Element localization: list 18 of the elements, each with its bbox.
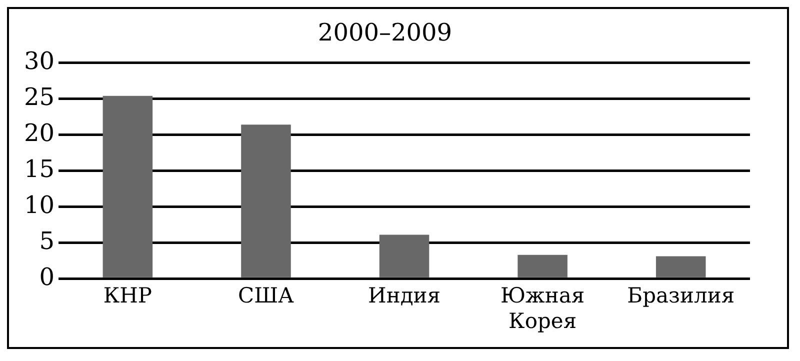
x-tick-label: КНР bbox=[103, 284, 152, 308]
y-tick-label: 30 bbox=[24, 47, 55, 76]
y-tick-label: 0 bbox=[39, 262, 55, 291]
y-tick-label: 15 bbox=[24, 154, 55, 183]
bar bbox=[379, 234, 430, 278]
x-tick-label: Бразилия bbox=[627, 284, 735, 308]
y-tick-label: 20 bbox=[24, 118, 55, 147]
x-tick-label: Индия bbox=[368, 284, 441, 308]
chart-title: 2000–2009 bbox=[318, 18, 452, 47]
bar bbox=[241, 124, 291, 278]
bar bbox=[656, 256, 706, 278]
x-tick-label: Южная Корея bbox=[500, 284, 585, 333]
y-tick-label: 5 bbox=[39, 226, 55, 255]
y-tick-label: 10 bbox=[24, 190, 55, 219]
x-tick-label: США bbox=[238, 284, 294, 308]
bar bbox=[518, 254, 568, 278]
bar bbox=[102, 96, 153, 278]
y-tick-label: 25 bbox=[24, 83, 55, 111]
